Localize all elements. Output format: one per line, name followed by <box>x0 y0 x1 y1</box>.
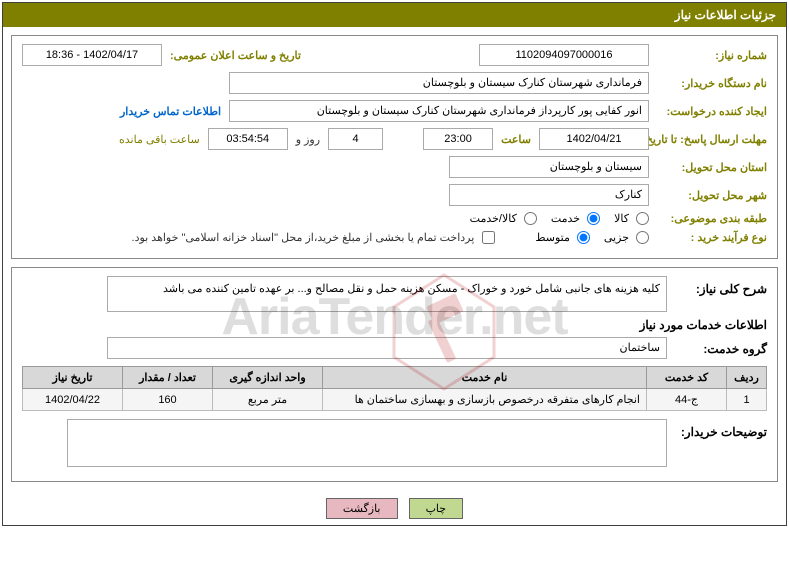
purchase-type-label: نوع فرآیند خرید : <box>657 231 767 244</box>
treasury-payment-checkbox[interactable] <box>482 231 495 244</box>
announce-date-label: تاریخ و ساعت اعلان عمومی: <box>170 49 301 62</box>
purchase-medium-label: متوسط <box>535 231 570 244</box>
category-service-radio[interactable] <box>587 212 600 225</box>
header-bar: جزئیات اطلاعات نیاز <box>3 3 786 27</box>
purchase-small-label: جزیی <box>604 231 629 244</box>
th-code: کد خدمت <box>647 367 727 389</box>
service-group-field: ساختمان <box>107 337 667 359</box>
services-section-title: اطلاعات خدمات مورد نیاز <box>22 318 767 332</box>
cell-qty: 160 <box>123 389 213 411</box>
buyer-org-field: فرمانداری شهرستان کنارک سیستان و بلوچستا… <box>229 72 649 94</box>
province-label: استان محل تحویل: <box>657 161 767 174</box>
category-label: طبقه بندی موضوعی: <box>657 212 767 225</box>
cell-idx: 1 <box>727 389 767 411</box>
print-button[interactable]: چاپ <box>409 498 464 519</box>
buyer-contact-link[interactable]: اطلاعات تماس خریدار <box>120 105 221 118</box>
payment-note: پرداخت تمام یا بخشی از مبلغ خرید،از محل … <box>132 231 475 244</box>
requester-label: ایجاد کننده درخواست: <box>657 105 767 118</box>
city-field: کنارک <box>449 184 649 206</box>
purchase-medium-radio[interactable] <box>577 231 590 244</box>
category-goods-radio[interactable] <box>636 212 649 225</box>
th-name: نام خدمت <box>323 367 647 389</box>
day-and-label: روز و <box>296 133 320 146</box>
category-both-radio[interactable] <box>524 212 537 225</box>
city-label: شهر محل تحویل: <box>657 189 767 202</box>
deadline-time-field: 23:00 <box>423 128 493 150</box>
services-table: ردیف کد خدمت نام خدمت واحد اندازه گیری ت… <box>22 366 767 411</box>
need-number-field: 1102094097000016 <box>479 44 649 66</box>
deadline-date-field: 1402/04/21 <box>539 128 649 150</box>
description-text: کلیه هزینه های جانبی شامل خورد و خوراک -… <box>107 276 667 312</box>
main-container: جزئیات اطلاعات نیاز شماره نیاز: 11020940… <box>2 2 787 526</box>
need-number-label: شماره نیاز: <box>657 49 767 62</box>
th-qty: تعداد / مقدار <box>123 367 213 389</box>
th-date: تاریخ نیاز <box>23 367 123 389</box>
buyer-notes-label: توضیحات خریدار: <box>667 425 767 439</box>
purchase-small-radio[interactable] <box>636 231 649 244</box>
description-title-label: شرح کلی نیاز: <box>667 282 767 296</box>
button-row: چاپ بازگشت <box>3 490 786 525</box>
category-service-label: خدمت <box>551 212 580 225</box>
table-row: 1 ج-44 انجام کارهای متفرقه درخصوص بازساز… <box>23 389 767 411</box>
th-unit: واحد اندازه گیری <box>213 367 323 389</box>
days-remaining-field: 4 <box>328 128 383 150</box>
buyer-notes-textarea[interactable] <box>67 419 667 467</box>
cell-unit: متر مربع <box>213 389 323 411</box>
cell-name: انجام کارهای متفرقه درخصوص بازسازی و بهس… <box>323 389 647 411</box>
back-button[interactable]: بازگشت <box>326 498 398 519</box>
deadline-label: مهلت ارسال پاسخ: تا تاریخ: <box>657 133 767 146</box>
time-label: ساعت <box>501 133 531 146</box>
announce-date-field: 1402/04/17 - 18:36 <box>22 44 162 66</box>
province-field: سیستان و بلوچستان <box>449 156 649 178</box>
buyer-org-label: نام دستگاه خریدار: <box>657 77 767 90</box>
detail-box: شرح کلی نیاز: کلیه هزینه های جانبی شامل … <box>11 267 778 482</box>
category-goods-label: کالا <box>614 212 629 225</box>
th-row: ردیف <box>727 367 767 389</box>
cell-code: ج-44 <box>647 389 727 411</box>
countdown-field: 03:54:54 <box>208 128 288 150</box>
header-title: جزئیات اطلاعات نیاز <box>675 8 776 22</box>
cell-date: 1402/04/22 <box>23 389 123 411</box>
service-group-label: گروه خدمت: <box>667 342 767 356</box>
category-both-label: کالا/خدمت <box>470 212 517 225</box>
requester-field: انور کفایی پور کارپرداز فرمانداری شهرستا… <box>229 100 649 122</box>
info-box: شماره نیاز: 1102094097000016 تاریخ و ساع… <box>11 35 778 259</box>
remaining-label: ساعت باقی مانده <box>119 133 200 146</box>
